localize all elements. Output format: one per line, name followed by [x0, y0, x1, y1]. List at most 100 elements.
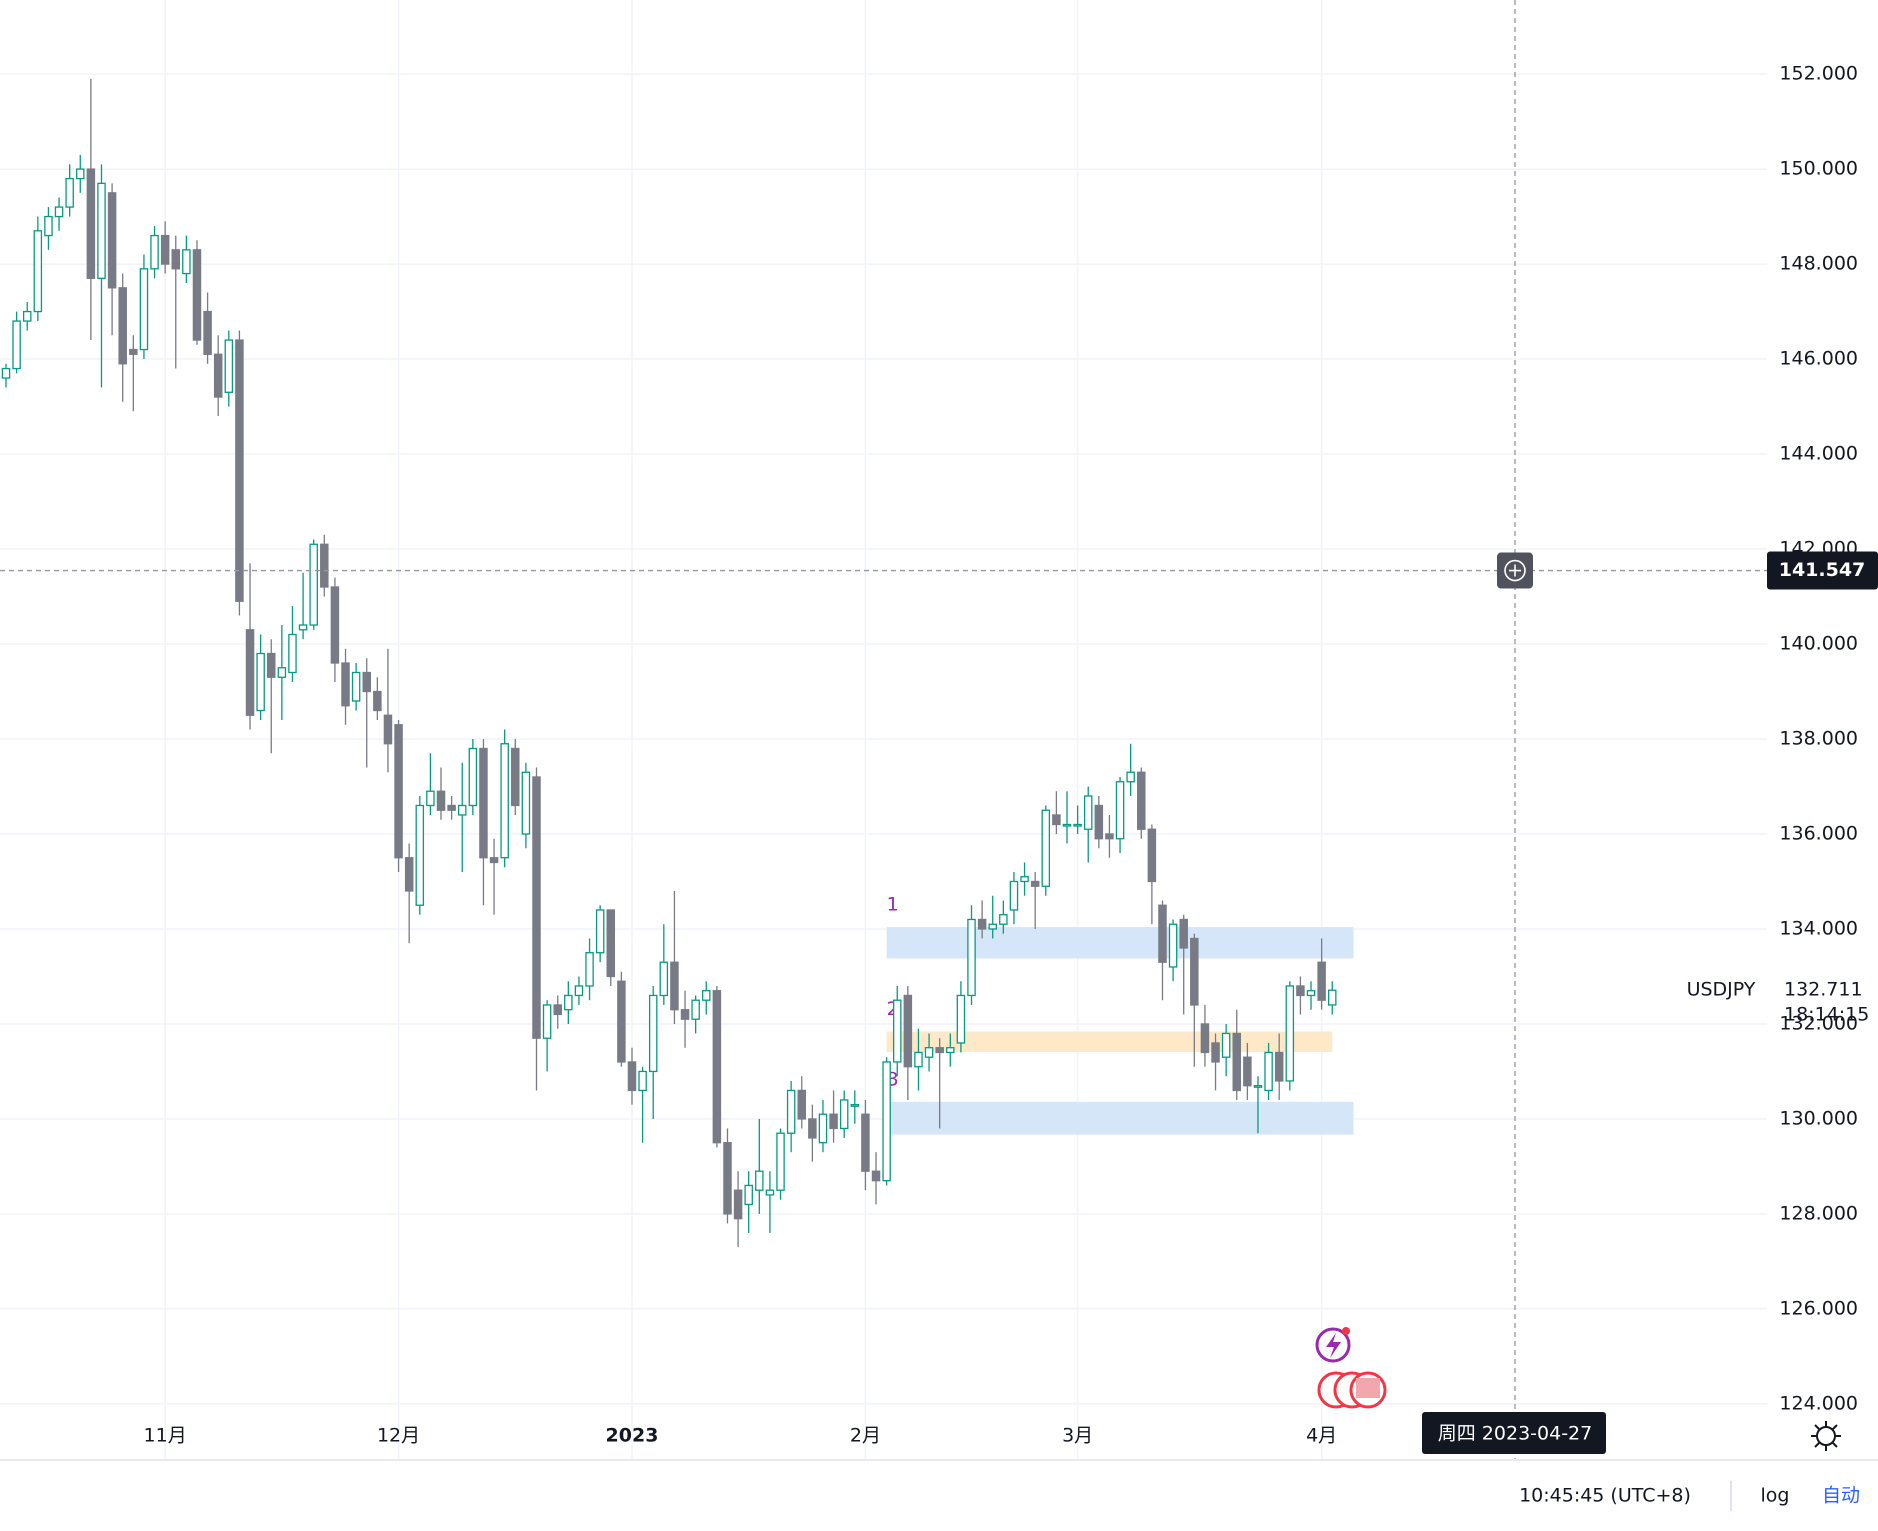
crosshair-date-label: 周四 2023-04-27	[1438, 1423, 1592, 1445]
candle-body	[999, 914, 1008, 925]
candle-body	[946, 1047, 955, 1054]
candle-body	[839, 1099, 849, 1130]
candle-body	[744, 1184, 753, 1206]
candle-body	[182, 249, 191, 275]
add-button-plus[interactable]	[1509, 564, 1521, 577]
y-tick-label: 128.000	[1779, 1202, 1858, 1224]
candle-body	[595, 909, 605, 954]
candle-body	[1179, 918, 1188, 949]
candle-body	[956, 994, 966, 1044]
candle-body	[457, 804, 467, 816]
candle-body	[118, 287, 127, 365]
log-button[interactable]: log	[1761, 1485, 1790, 1507]
candle-body	[914, 1051, 923, 1068]
x-tick-label: 2023	[606, 1425, 659, 1447]
y-tick-label: 150.000	[1779, 158, 1858, 180]
x-tick-label: 12月	[377, 1425, 420, 1447]
candle-body	[1190, 937, 1199, 1006]
candle-body	[224, 339, 234, 393]
candle-body	[1211, 1042, 1220, 1063]
event-icons	[1315, 1327, 1387, 1409]
candle-body	[829, 1113, 838, 1130]
candle-body	[585, 952, 594, 987]
candle-body	[1221, 1032, 1231, 1058]
x-tick-label: 4月	[1306, 1425, 1337, 1447]
candle-body	[22, 310, 32, 322]
candle-body	[1232, 1032, 1242, 1092]
candle-body	[861, 1113, 870, 1172]
candle-body	[150, 234, 159, 270]
y-tick-label: 146.000	[1779, 348, 1858, 370]
candle-body	[489, 857, 499, 864]
x-tick-label: 2月	[850, 1425, 881, 1447]
candle-body	[192, 249, 202, 341]
candle-body	[245, 629, 255, 716]
y-tick-label: 132.000	[1779, 1012, 1858, 1034]
candle-body	[1274, 1051, 1284, 1082]
candle-body	[808, 1118, 817, 1139]
candle-body	[691, 999, 700, 1020]
candle-body	[97, 182, 106, 279]
candle-body	[33, 230, 43, 313]
candle-body	[882, 1061, 891, 1182]
candle-body	[924, 1047, 934, 1058]
candle-body	[967, 918, 976, 997]
y-tick-label: 138.000	[1779, 727, 1858, 749]
candle-body	[1253, 1085, 1263, 1088]
candle-body	[298, 624, 308, 631]
y-tick-label: 148.000	[1779, 253, 1858, 275]
auto-button[interactable]: 自动	[1822, 1485, 1860, 1507]
candle-body	[1168, 923, 1178, 968]
candle-body	[139, 268, 149, 351]
candle-body	[383, 714, 393, 745]
candle-body	[680, 1009, 690, 1020]
candle-body	[521, 771, 531, 835]
candle-body	[1285, 985, 1295, 1082]
candle-body	[1062, 823, 1072, 827]
candle-body	[373, 690, 382, 712]
symbol-label: USDJPY	[1687, 979, 1756, 1001]
candle-body	[606, 909, 616, 978]
candle-body	[553, 1004, 562, 1016]
candle-body	[362, 671, 371, 693]
candle-body	[850, 1104, 860, 1107]
y-tick-label: 144.000	[1779, 443, 1858, 465]
candle-body	[1073, 823, 1082, 827]
candle-body	[755, 1170, 764, 1191]
add-button-ring[interactable]	[1504, 559, 1526, 582]
zones: 123	[886, 894, 1354, 1135]
last-price-label: 132.711	[1784, 979, 1863, 1001]
candle-body	[511, 747, 520, 807]
candle-body	[160, 234, 170, 265]
candle-body	[213, 353, 223, 398]
candle-body	[266, 652, 276, 678]
candle-body	[12, 320, 21, 370]
candle-body	[447, 804, 456, 811]
candle-body	[648, 994, 658, 1073]
candle-body	[436, 790, 446, 811]
candle-body	[1020, 876, 1029, 883]
candle-body	[617, 980, 626, 1063]
candle-body	[1264, 1051, 1273, 1092]
candle-body	[341, 662, 350, 707]
candle-body	[892, 999, 902, 1063]
candle-body	[542, 1004, 552, 1039]
candle-body	[765, 1189, 775, 1196]
candle-body	[54, 206, 64, 218]
candle-body	[500, 743, 509, 859]
candle-body	[670, 961, 679, 1011]
y-tick-label: 134.000	[1779, 917, 1858, 939]
zone	[886, 1031, 1333, 1052]
candle-body	[818, 1113, 828, 1144]
countdown-label: 18:14:15	[1784, 1004, 1869, 1026]
add-button[interactable]	[1497, 552, 1533, 589]
candle-body	[1296, 985, 1305, 997]
grid	[0, 0, 1767, 1459]
settings-icon[interactable]	[1811, 1421, 1841, 1451]
y-tick-label: 152.000	[1779, 63, 1858, 85]
y-tick-label: 140.000	[1779, 633, 1858, 655]
candle-body	[415, 804, 425, 906]
candle-body	[86, 168, 96, 279]
